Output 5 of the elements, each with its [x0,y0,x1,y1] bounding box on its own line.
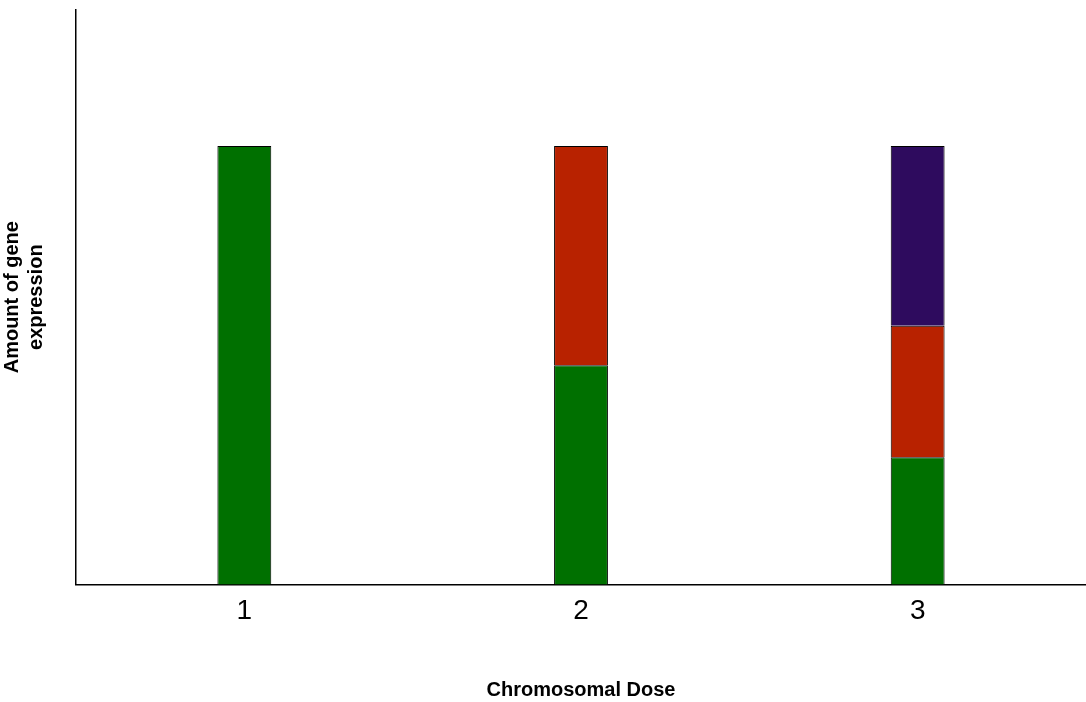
x-tick-label: 3 [909,593,926,625]
x-tick-label: 2 [573,593,589,625]
y-axis-title: Amount of gene expression [0,221,46,374]
x-axis-title: Chromosomal Dose [486,677,676,700]
x-tick-label: 1 [236,593,253,625]
